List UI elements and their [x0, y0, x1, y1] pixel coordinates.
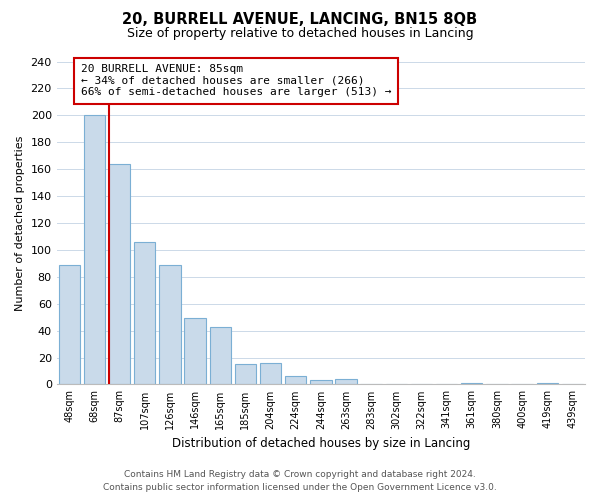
Bar [159, 264, 181, 384]
Text: 20 BURRELL AVENUE: 85sqm
← 34% of detached houses are smaller (266)
66% of semi-: 20 BURRELL AVENUE: 85sqm ← 34% of detach… [81, 64, 392, 98]
Text: Size of property relative to detached houses in Lancing: Size of property relative to detached ho… [127, 28, 473, 40]
Bar [536, 383, 558, 384]
Bar [461, 383, 482, 384]
Bar [209, 326, 231, 384]
Bar [260, 363, 281, 384]
X-axis label: Distribution of detached houses by size in Lancing: Distribution of detached houses by size … [172, 437, 470, 450]
Bar [59, 264, 80, 384]
Bar [134, 242, 155, 384]
Bar [285, 376, 307, 384]
Bar [335, 379, 356, 384]
Bar [109, 164, 130, 384]
Bar [235, 364, 256, 384]
Y-axis label: Number of detached properties: Number of detached properties [15, 136, 25, 310]
Bar [310, 380, 332, 384]
Bar [184, 318, 206, 384]
Text: 20, BURRELL AVENUE, LANCING, BN15 8QB: 20, BURRELL AVENUE, LANCING, BN15 8QB [122, 12, 478, 28]
Bar [84, 116, 105, 384]
Text: Contains HM Land Registry data © Crown copyright and database right 2024.
Contai: Contains HM Land Registry data © Crown c… [103, 470, 497, 492]
